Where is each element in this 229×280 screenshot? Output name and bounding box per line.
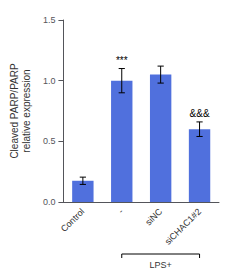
svg-text:1.5: 1.5 [43,15,56,25]
svg-text:siCHAC1#2: siCHAC1#2 [163,206,203,246]
svg-text:relative expression: relative expression [21,69,32,152]
svg-text:0.0: 0.0 [43,197,56,207]
svg-text:0.5: 0.5 [43,136,56,146]
svg-text:Cleaved PARP/PARP: Cleaved PARP/PARP [9,63,20,159]
svg-text:1.0: 1.0 [43,76,56,86]
svg-text:LPS+: LPS+ [150,260,172,270]
svg-text:&&&: &&& [190,108,210,119]
svg-text:-: - [116,206,125,215]
svg-text:***: *** [116,55,128,66]
svg-text:Control: Control [59,206,87,234]
svg-text:siNC: siNC [143,206,164,227]
